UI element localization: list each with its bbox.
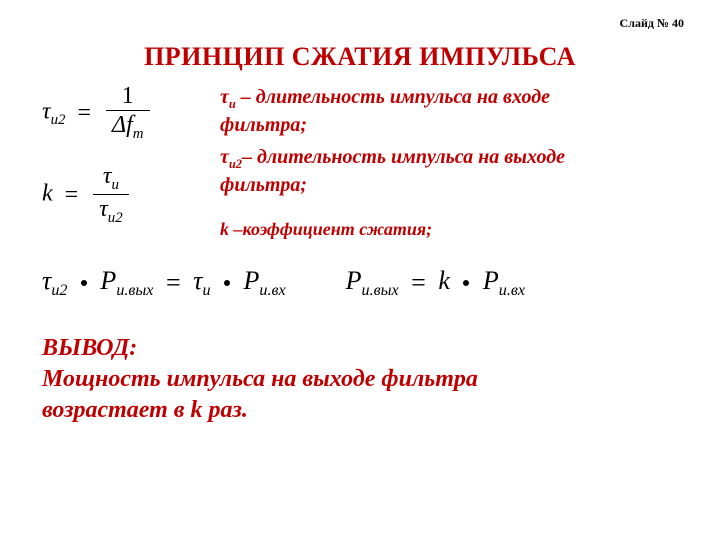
def-tau-u-sym-sub: и [229,97,236,111]
top-block: τu2 = 1 Δfm k = τu τu2 τи – длительность… [42,84,678,242]
formulas-left: τu2 = 1 Δfm k = τu τu2 [42,84,192,226]
tau-u2-fraction: 1 Δfm [106,84,150,142]
def-tau-u2-sym-sub: и2 [229,157,242,171]
multiply-dot-icon [224,280,230,286]
conclusion-line1: Мощность импульса на выходе фильтра [42,364,678,395]
per-t3-sub: u.вх [499,282,525,299]
pel-t4-sub: u.вх [259,282,285,299]
k-den-sub: u2 [108,210,123,226]
conclusion-line2: возрастает в k раз. [42,395,678,426]
power-eq-right: Pu.вых = k Pu.вх [346,268,525,299]
def-tau-u2-text: – длительность импульса на выходе фильтр… [220,146,565,196]
formula-k: k = τu τu2 [42,164,192,226]
pel-t3-sub: u [202,282,210,299]
k-lhs: k [42,180,53,206]
tau-u2-den-sub: m [133,126,144,142]
per-t1-base: P [346,266,362,295]
pel-t1-base: τ [42,266,51,295]
definition-tau-u: τи – длительность импульса на входе филь… [220,84,640,138]
equals-sign: = [77,101,91,125]
pel-t4-base: P [244,266,260,295]
definition-k: k –коэффициент сжатия; [220,218,640,241]
slide-number: Слайд № 40 [620,16,684,31]
def-tau-u2-sym-base: τ [220,146,229,168]
per-t2: k [438,266,450,295]
k-fraction: τu τu2 [93,164,128,226]
equals-sign: = [166,270,181,296]
def-tau-u-sym-base: τ [220,86,229,108]
k-den-base: τ [99,196,108,222]
multiply-dot-icon [81,280,87,286]
per-t1-sub: u.вых [362,282,399,299]
multiply-dot-icon [463,280,469,286]
formula-tau-u2: τu2 = 1 Δfm [42,84,192,142]
def-tau-u-text: – длительность импульса на входе фильтра… [220,86,550,136]
tau-u2-lhs-sub: u2 [51,112,66,128]
power-eq-left: τu2 Pu.вых = τu Pu.вх [42,268,286,299]
slide-title: ПРИНЦИП СЖАТИЯ ИМПУЛЬСА [42,42,678,72]
power-equations: τu2 Pu.вых = τu Pu.вх Pu.вых = k Pu.вх [42,268,678,299]
equals-sign: = [65,183,79,207]
definitions: τи – длительность импульса на входе филь… [220,84,640,242]
per-t3-base: P [483,266,499,295]
tau-u2-lhs-base: τ [42,98,51,124]
pel-t1-sub: u2 [51,282,67,299]
k-num-base: τ [103,163,112,189]
conclusion-head: ВЫВОД: [42,333,678,364]
tau-u2-num: 1 [122,83,134,109]
def-k-sym: k [220,219,229,239]
def-k-text: –коэффициент сжатия; [229,219,432,239]
tau-u2-den-base: Δf [112,112,133,138]
k-num-sub: u [112,176,119,192]
conclusion: ВЫВОД: Мощность импульса на выходе фильт… [42,333,678,427]
pel-t2-sub: u.вых [116,282,153,299]
equals-sign: = [411,270,426,296]
definition-tau-u2: τи2– длительность импульса на выходе фил… [220,144,640,198]
slide: Слайд № 40 ПРИНЦИП СЖАТИЯ ИМПУЛЬСА τu2 =… [0,0,720,540]
pel-t2-base: P [100,266,116,295]
